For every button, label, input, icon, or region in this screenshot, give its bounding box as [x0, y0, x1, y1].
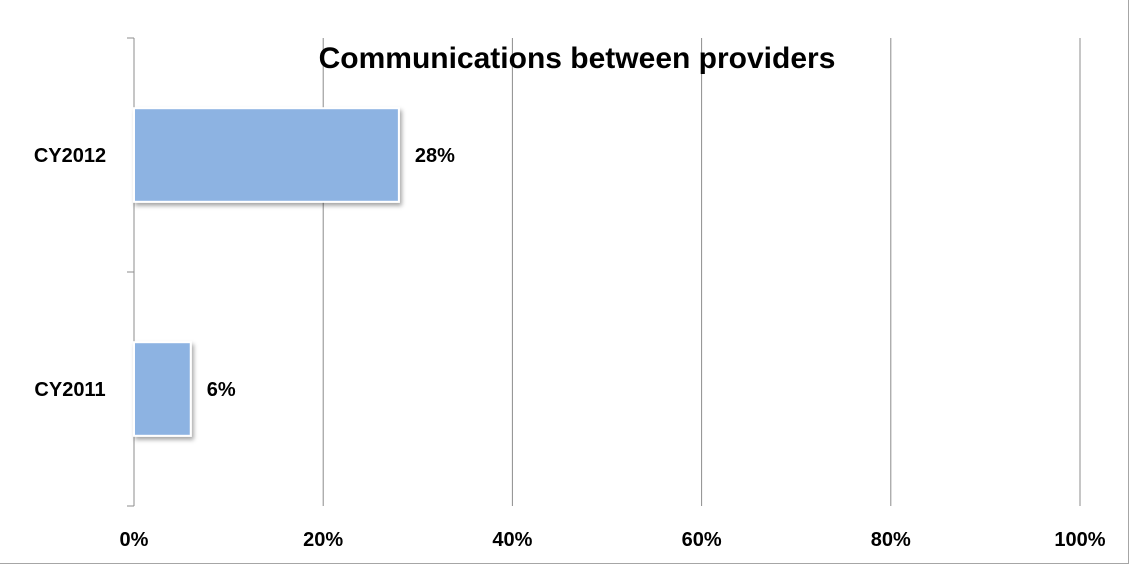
x-tick-label: 80%	[871, 529, 911, 551]
x-tick-label: 100%	[1054, 529, 1105, 551]
data-label: 28%	[415, 145, 455, 167]
bars	[133, 107, 400, 437]
category-label: CY2011	[34, 379, 105, 401]
category-label: CY2012	[34, 145, 106, 167]
gridlines	[322, 38, 1081, 506]
x-tick-label: 20%	[303, 529, 343, 551]
chart-title: Communications between providers	[319, 42, 836, 75]
labels: 0% 20% 40% 60% 80% 100% CY2012 28% CY2011 6%	[34, 145, 1106, 551]
data-label: 6%	[207, 379, 236, 401]
x-tick-label: 0%	[120, 529, 149, 551]
bar	[133, 341, 192, 437]
bar	[133, 107, 400, 203]
x-tick-label: 60%	[682, 529, 722, 551]
axes	[127, 37, 135, 507]
x-tick-label: 40%	[492, 529, 532, 551]
